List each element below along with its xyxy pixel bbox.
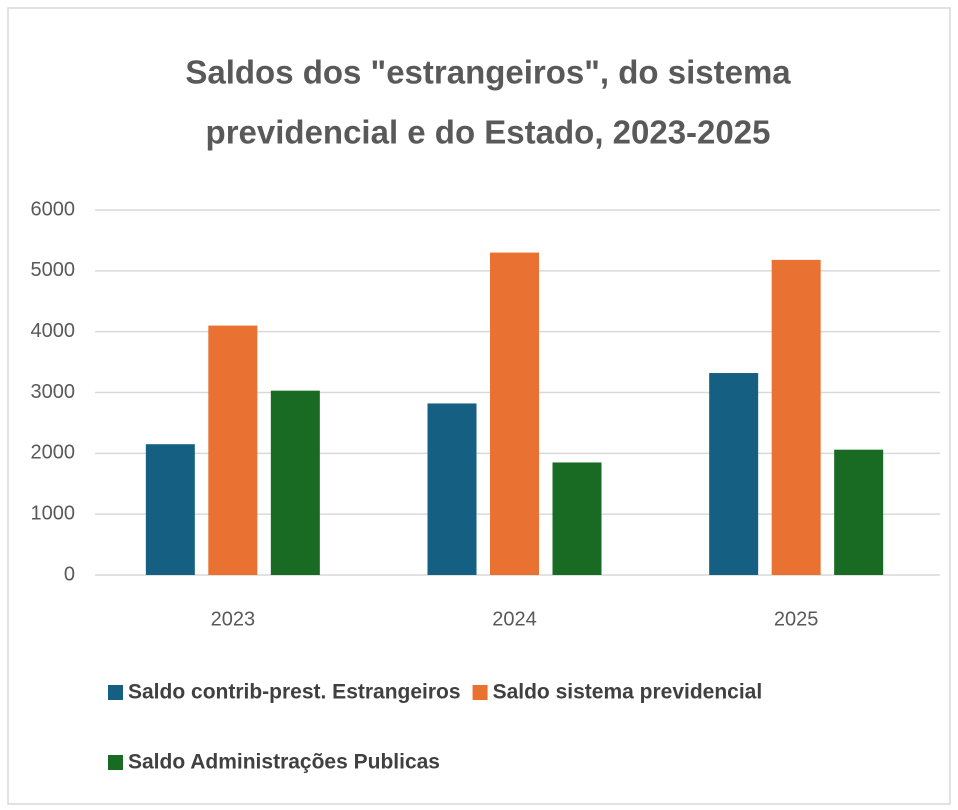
x-tick-label: 2025 [774, 608, 819, 630]
chart-title: Saldos dos "estrangeiros", do sistema [185, 54, 791, 91]
bar [208, 325, 258, 575]
legend-swatch [108, 755, 123, 770]
legend-swatch [472, 685, 488, 700]
chart-title: previdencial e do Estado, 2023-2025 [206, 114, 771, 151]
y-tick-label: 5000 [31, 259, 76, 281]
bar [490, 252, 539, 576]
bar [709, 373, 759, 575]
x-tick-label: 2023 [211, 608, 256, 630]
legend-label: Saldo sistema previdencial [493, 681, 763, 704]
bar [145, 444, 195, 575]
y-tick-label: 1000 [31, 502, 76, 524]
y-tick-label: 4000 [31, 320, 76, 342]
legend-label: Saldo Administrações Publicas [128, 751, 440, 774]
legend-label: Saldo contrib-prest. Estrangeiros [128, 681, 461, 704]
legend-swatch [108, 685, 123, 700]
y-tick-label: 0 [64, 563, 75, 585]
bar [552, 462, 602, 575]
x-tick-label: 2024 [492, 608, 537, 630]
y-tick-label: 3000 [31, 381, 76, 403]
bar [270, 390, 320, 575]
bar [427, 403, 477, 575]
y-tick-label: 2000 [31, 442, 76, 464]
bar [771, 259, 821, 575]
y-tick-label: 6000 [31, 198, 76, 220]
bar [834, 449, 884, 575]
